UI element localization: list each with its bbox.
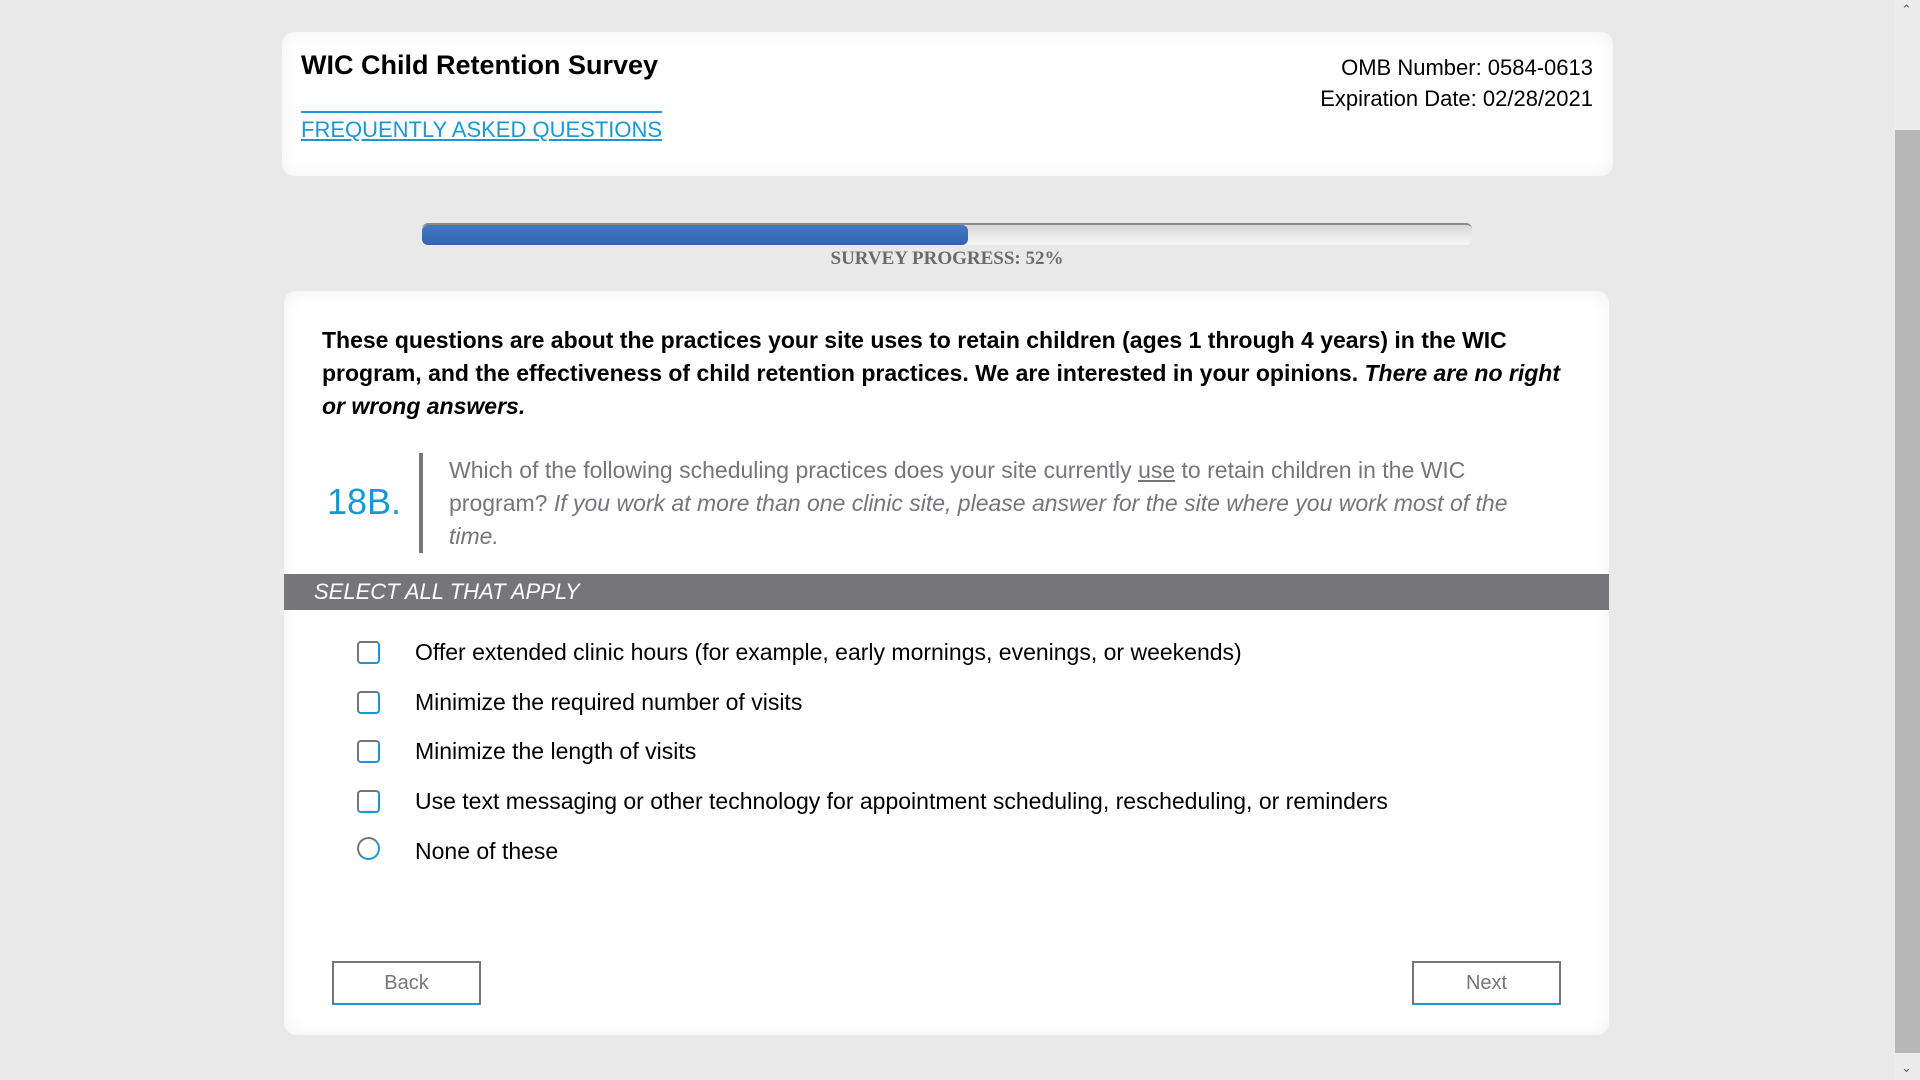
faq-link[interactable]: FREQUENTLY ASKED QUESTIONS xyxy=(301,111,663,143)
option-label: Minimize the length of visits xyxy=(415,738,697,764)
question-card: These questions are about the practices … xyxy=(284,291,1609,1035)
option-text-messaging[interactable]: Use text messaging or other technology f… xyxy=(357,788,1388,815)
omb-info: OMB Number: 0584-0613 Expiration Date: 0… xyxy=(1320,52,1593,114)
expiration-date: Expiration Date: 02/28/2021 xyxy=(1320,86,1593,111)
scroll-down-icon[interactable]: ⌄ xyxy=(1901,1060,1912,1075)
option-label: Minimize the required number of visits xyxy=(415,689,803,715)
checkbox[interactable] xyxy=(357,740,380,763)
instruction-band: SELECT ALL THAT APPLY xyxy=(284,574,1609,610)
q-text-a: Which of the following scheduling practi… xyxy=(449,457,1139,483)
progress-bar xyxy=(422,223,1472,245)
checkbox[interactable] xyxy=(357,790,380,813)
option-none[interactable]: None of these xyxy=(357,837,559,865)
next-button[interactable]: Next xyxy=(1412,961,1561,1005)
progress-label: SURVEY PROGRESS: 52% xyxy=(830,248,1064,269)
question-number: 18B. xyxy=(327,481,402,522)
omb-number: OMB Number: 0584-0613 xyxy=(1341,55,1593,80)
option-extended-hours[interactable]: Offer extended clinic hours (for example… xyxy=(357,639,1242,666)
q-text-b: to retain children in the WIC program? xyxy=(449,457,1466,516)
back-button[interactable]: Back xyxy=(332,961,481,1005)
progress-fill xyxy=(422,225,968,245)
checkbox[interactable] xyxy=(357,641,380,664)
question-text: Which of the following scheduling practi… xyxy=(449,454,1559,553)
scrollbar[interactable]: ⌃ ⌄ xyxy=(1895,0,1920,1080)
question-divider xyxy=(419,453,423,553)
survey-title: WIC Child Retention Survey xyxy=(301,50,659,80)
intro-italic: There are no right or wrong answers. xyxy=(322,360,1561,419)
option-minimize-visits[interactable]: Minimize the required number of visits xyxy=(357,689,802,716)
scroll-up-icon[interactable]: ⌃ xyxy=(1901,2,1912,17)
scrollbar-thumb[interactable] xyxy=(1895,130,1920,1053)
intro-text: These questions are about the practices … xyxy=(322,324,1582,423)
option-label: None of these xyxy=(415,838,559,864)
option-label: Offer extended clinic hours (for example… xyxy=(415,639,1242,665)
checkbox[interactable] xyxy=(357,691,380,714)
intro-main: These questions are about the practices … xyxy=(322,327,1507,386)
q-underlined: use xyxy=(1138,457,1176,483)
option-minimize-length[interactable]: Minimize the length of visits xyxy=(357,738,696,765)
header-card: WIC Child Retention Survey FREQUENTLY AS… xyxy=(282,32,1613,176)
option-label: Use text messaging or other technology f… xyxy=(415,788,1388,814)
radio-button[interactable] xyxy=(357,837,380,860)
q-italic: If you work at more than one clinic site… xyxy=(449,490,1508,549)
